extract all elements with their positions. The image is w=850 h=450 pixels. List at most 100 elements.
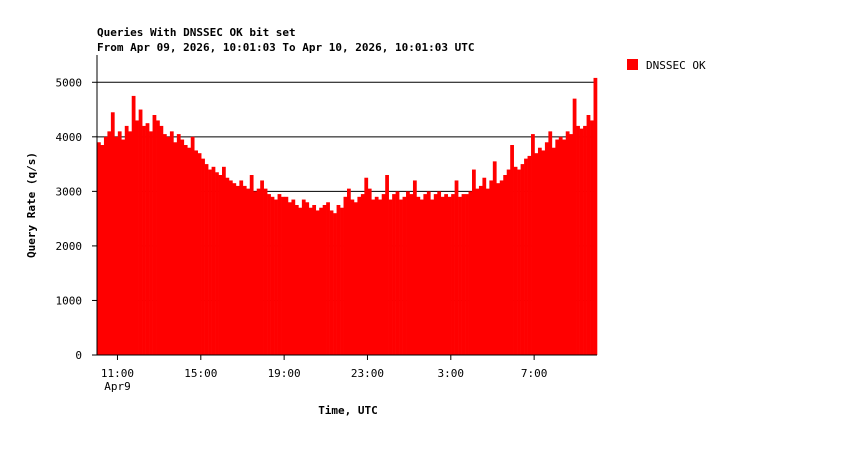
bar <box>444 194 448 355</box>
bar <box>124 125 129 355</box>
bar <box>579 128 584 355</box>
bar <box>558 136 563 355</box>
chart-subtitle: From Apr 09, 2026, 10:01:03 To Apr 10, 2… <box>97 41 475 54</box>
bar <box>215 172 219 355</box>
bar <box>263 188 268 355</box>
bar <box>274 199 278 355</box>
bar <box>291 199 296 355</box>
bar <box>482 177 487 355</box>
bar <box>367 188 372 355</box>
bar <box>381 194 386 355</box>
bar <box>315 210 320 355</box>
bar <box>142 125 146 355</box>
bar <box>537 147 542 355</box>
bar <box>100 145 105 355</box>
bar <box>169 131 174 355</box>
bar <box>246 188 251 355</box>
bar <box>305 202 310 355</box>
bar <box>225 177 230 355</box>
bar <box>173 142 178 355</box>
bar <box>301 199 306 355</box>
bar <box>287 202 292 355</box>
bar <box>499 180 504 355</box>
legend-swatch <box>627 59 638 70</box>
bar <box>374 196 379 355</box>
x-tick-label: 11:00 <box>101 367 134 380</box>
bar <box>281 196 285 355</box>
bar <box>353 202 358 355</box>
bar <box>513 166 518 355</box>
bar <box>103 136 108 355</box>
bar <box>117 131 122 355</box>
bar <box>364 177 369 355</box>
bar <box>399 199 403 355</box>
bar <box>156 120 160 355</box>
bar <box>565 131 570 355</box>
bar <box>166 136 171 355</box>
bar <box>406 191 410 355</box>
bar <box>326 202 330 355</box>
bar <box>485 188 490 355</box>
bar <box>319 207 323 355</box>
bar <box>447 196 452 355</box>
bar <box>590 120 594 355</box>
bar <box>218 175 223 355</box>
bar <box>392 194 396 355</box>
bar <box>472 169 476 355</box>
bar <box>350 199 355 355</box>
bar <box>329 210 334 355</box>
bar <box>336 205 341 355</box>
bar <box>548 131 553 355</box>
bar <box>423 194 428 355</box>
bar <box>416 196 421 355</box>
bar <box>253 191 258 355</box>
y-tick-label: 0 <box>75 349 82 362</box>
bar <box>208 169 212 355</box>
bar <box>371 199 376 355</box>
bar <box>562 139 567 355</box>
bar <box>433 194 438 355</box>
bar <box>322 205 327 355</box>
bar <box>107 131 112 355</box>
bar <box>388 199 393 355</box>
x-tick-label: 3:00 <box>438 367 465 380</box>
bar <box>451 194 455 355</box>
bar <box>343 196 348 355</box>
bar <box>176 134 181 355</box>
bar <box>593 77 598 355</box>
bar <box>534 153 539 355</box>
bar <box>149 131 153 355</box>
y-tick-label: 2000 <box>56 240 83 253</box>
bar <box>426 191 431 355</box>
bar <box>159 125 164 355</box>
bar <box>360 194 365 355</box>
bar <box>586 115 591 355</box>
bar <box>544 142 549 355</box>
bar <box>492 161 497 355</box>
bars <box>97 77 598 356</box>
bar <box>201 158 205 355</box>
bar <box>114 136 119 355</box>
x-date-label: Apr9 <box>104 380 131 393</box>
bar <box>204 164 209 355</box>
bar <box>517 169 521 355</box>
bar <box>267 194 271 355</box>
bar <box>527 155 532 355</box>
bar <box>239 180 244 355</box>
legend-label: DNSSEC OK <box>646 59 706 72</box>
bar <box>190 136 195 355</box>
y-tick-label: 4000 <box>56 131 83 144</box>
bar <box>211 166 216 355</box>
axes: 0 1000 2000 3000 4000 5000 11:00 15:00 19:00 23:0… <box>56 55 597 393</box>
bar <box>256 188 261 355</box>
bar <box>260 180 264 355</box>
bar <box>395 191 400 355</box>
x-tick-label: 19:00 <box>268 367 301 380</box>
bar <box>284 196 289 355</box>
bar <box>506 169 511 355</box>
bar <box>412 180 417 355</box>
bar <box>232 183 237 355</box>
bar <box>270 196 275 355</box>
bar <box>475 188 480 355</box>
bar <box>551 147 556 355</box>
